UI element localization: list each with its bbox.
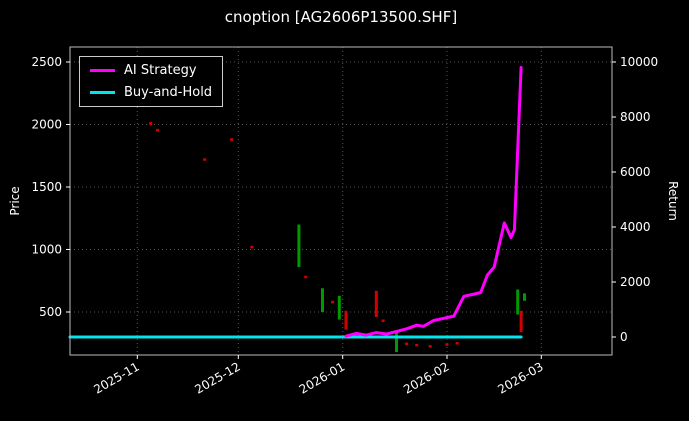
chart-title: cnoption [AG2606P13500.SHF] [224, 8, 458, 26]
legend-line-swatch [90, 91, 115, 94]
y-tick-label-left: 500 [39, 305, 62, 319]
legend-label: Buy-and-Hold [124, 85, 213, 100]
x-tick-label: 2025-12 [192, 359, 242, 396]
candle-down [250, 245, 254, 249]
candle-down [415, 343, 419, 347]
candle-down [230, 138, 234, 141]
x-tick-label: 2026-01 [297, 359, 347, 396]
candle-up [395, 330, 398, 353]
plot-border [69, 46, 613, 356]
y-tick-label-right: 2000 [620, 275, 651, 289]
candle-down [381, 319, 385, 322]
candle-down [405, 342, 409, 346]
y-tick-label-right: 4000 [620, 220, 651, 234]
x-tick-label: 2026-02 [401, 359, 451, 396]
candle-down [445, 343, 449, 346]
candle-up [297, 224, 301, 267]
y-tick-label-right: 0 [620, 330, 628, 344]
x-tick-label: 2025-11 [91, 359, 141, 396]
legend-item: Buy-and-Hold [90, 85, 212, 100]
candle-down [203, 158, 207, 161]
ai-strategy-line [344, 66, 523, 338]
candle-down [304, 275, 308, 279]
candle-down [428, 345, 432, 348]
y-tick-label-left: 2000 [31, 118, 62, 132]
candle-down [519, 310, 523, 333]
candle-up [321, 288, 324, 313]
candle-down [331, 300, 335, 304]
x-tick-label: 2026-03 [495, 359, 545, 396]
y-tick-label-left: 2500 [31, 55, 62, 69]
candle-up [516, 289, 520, 315]
candle-up [337, 295, 341, 320]
legend: AI Strategy Buy-and-Hold [79, 56, 224, 107]
legend-item: AI Strategy [90, 63, 212, 78]
candle-down [156, 128, 159, 132]
candle-down [344, 310, 348, 330]
candle-up [523, 293, 526, 301]
candle-down [374, 290, 378, 318]
y-tick-label-left: 1500 [31, 180, 62, 194]
y-tick-label-right: 10000 [620, 55, 658, 69]
candle-down [149, 122, 153, 126]
candle-down [455, 342, 459, 345]
y-tick-label-left: 1000 [31, 243, 62, 257]
legend-label: AI Strategy [124, 63, 197, 78]
legend-line-swatch [90, 69, 115, 72]
y-tick-label-right: 6000 [620, 165, 651, 179]
y-tick-label-right: 8000 [620, 110, 651, 124]
